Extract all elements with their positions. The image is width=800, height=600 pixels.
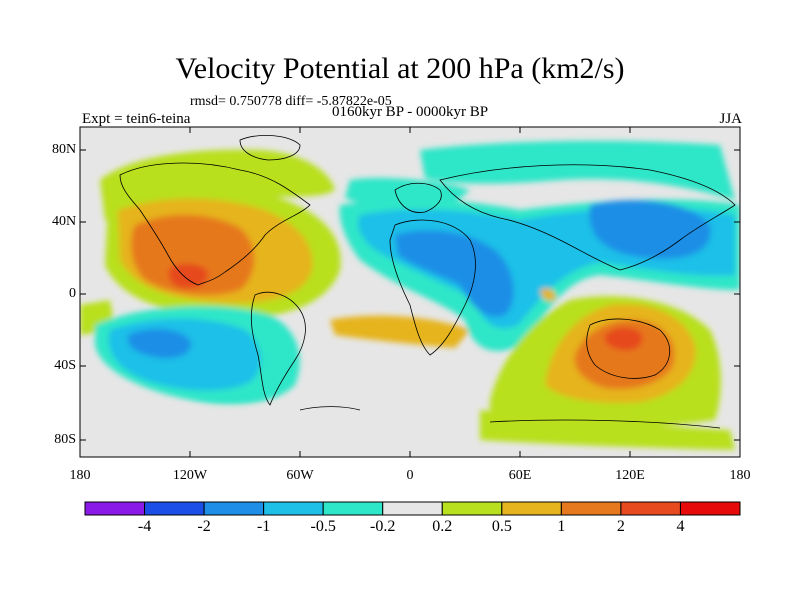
colorbar-label: -1 xyxy=(256,518,271,535)
y-tick-label: 40N xyxy=(52,214,77,229)
y-tick-label: 0 xyxy=(69,286,76,301)
colorbar-swatch xyxy=(620,501,681,516)
colorbar-swatch xyxy=(441,501,503,516)
colorbar-label: -4 xyxy=(137,518,152,535)
period-label: 0160kyr BP - 0000kyr BP xyxy=(331,104,489,120)
map-title: Velocity Potential at 200 hPa (km2/s) xyxy=(175,52,625,85)
y-tick-label: 40S xyxy=(54,358,76,373)
colorbar-swatch xyxy=(203,501,265,516)
x-tick-label: 0 xyxy=(406,468,414,483)
colorbar-label: 4 xyxy=(676,518,685,535)
colorbar-swatch xyxy=(560,501,622,516)
colorbar-label: 1 xyxy=(557,518,566,535)
velocity-potential-field xyxy=(80,127,740,457)
colorbar-label: -0.2 xyxy=(370,518,396,535)
y-tick-label: 80N xyxy=(52,142,77,157)
colorbar xyxy=(84,501,741,516)
colorbar-label: -2 xyxy=(197,518,211,535)
colorbar-label: -0.5 xyxy=(310,518,336,535)
x-tick-label: 60W xyxy=(286,468,314,483)
axis-ticks xyxy=(79,127,741,457)
x-tick-label: 180 xyxy=(69,468,91,483)
colorbar-label: 0.5 xyxy=(491,518,512,535)
x-tick-label: 120E xyxy=(615,468,645,483)
x-tick-label: 60E xyxy=(508,468,532,483)
colorbar-swatch xyxy=(501,501,562,516)
colorbar-swatch xyxy=(382,501,443,516)
experiment-label: Expt = tein6-teina xyxy=(82,111,191,127)
colorbar-label: 2 xyxy=(616,518,625,535)
season-label: JJA xyxy=(719,111,742,127)
x-tick-label: 180 xyxy=(729,468,751,483)
colorbar-swatch xyxy=(679,501,741,516)
stats-label: rmsd= 0.750778 diff= -5.87822e-05 xyxy=(190,94,392,109)
x-tick-label: 120W xyxy=(172,468,208,483)
colorbar-swatch xyxy=(144,501,205,516)
y-tick-label: 80S xyxy=(54,432,76,447)
colorbar-swatch xyxy=(84,501,146,516)
colorbar-swatch xyxy=(263,501,324,516)
colorbar-label: 0.2 xyxy=(432,518,453,535)
coastlines xyxy=(119,135,736,429)
colorbar-swatch xyxy=(322,501,384,516)
